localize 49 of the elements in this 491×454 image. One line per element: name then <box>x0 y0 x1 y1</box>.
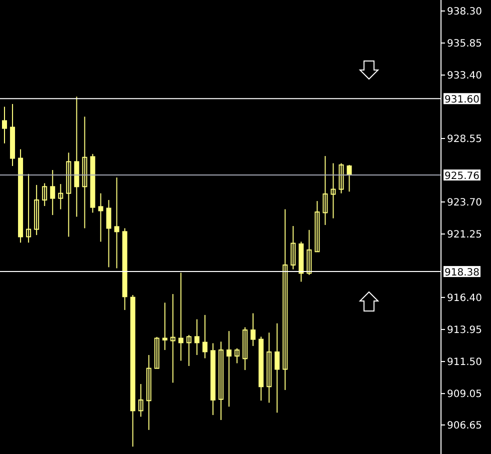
y-tick-label: 935.85 <box>447 38 482 50</box>
candlestick <box>234 348 240 364</box>
candlestick <box>2 106 7 144</box>
candlestick <box>162 302 168 351</box>
candlestick <box>290 226 296 270</box>
candlestick <box>146 354 152 430</box>
candlestick <box>50 170 56 216</box>
y-tick-label: 913.95 <box>447 325 482 336</box>
y-tick-label: 923.70 <box>447 198 482 208</box>
candlestick <box>226 330 232 408</box>
candlestick <box>322 156 328 226</box>
y-tick-label: 909.05 <box>447 389 482 400</box>
candlestick <box>106 199 112 268</box>
candlestick <box>266 332 272 404</box>
ref-line-label: 931.60 <box>444 94 480 106</box>
y-tick-label: 916.40 <box>447 292 482 304</box>
y-tick-label: 933.40 <box>447 70 482 82</box>
candlestick <box>66 152 72 238</box>
y-tick-label: 906.65 <box>447 420 482 432</box>
candlestick <box>306 229 312 276</box>
candlestick <box>58 184 64 210</box>
ref-line-label: 925.76 <box>444 171 480 182</box>
ref-line-label: 918.38 <box>444 268 480 279</box>
y-tick-label: 938.30 <box>447 6 482 18</box>
candlestick <box>138 384 144 418</box>
candlestick <box>346 164 352 192</box>
candlestick <box>338 162 344 194</box>
candlestick <box>274 322 280 414</box>
candlestick <box>202 314 208 359</box>
y-tick-label: 928.55 <box>447 134 482 146</box>
candlestick <box>242 326 248 371</box>
candlestick <box>218 341 224 420</box>
candlestick <box>154 336 160 369</box>
candlestick <box>42 182 48 207</box>
candlestick <box>250 312 256 346</box>
candlestick <box>330 162 336 219</box>
candlestick <box>98 192 104 242</box>
candlestick <box>178 272 184 362</box>
y-tick-label: 911.50 <box>447 357 482 368</box>
candlestick <box>170 294 176 384</box>
candlestick <box>114 176 120 269</box>
y-tick-label: 921.25 <box>447 230 482 241</box>
candlestick <box>34 184 40 236</box>
candlestick <box>186 334 192 366</box>
candlestick <box>194 318 200 356</box>
candlestick <box>82 116 88 229</box>
candlestick <box>282 208 288 391</box>
candlestick <box>26 173 32 244</box>
candlestick <box>314 200 320 252</box>
